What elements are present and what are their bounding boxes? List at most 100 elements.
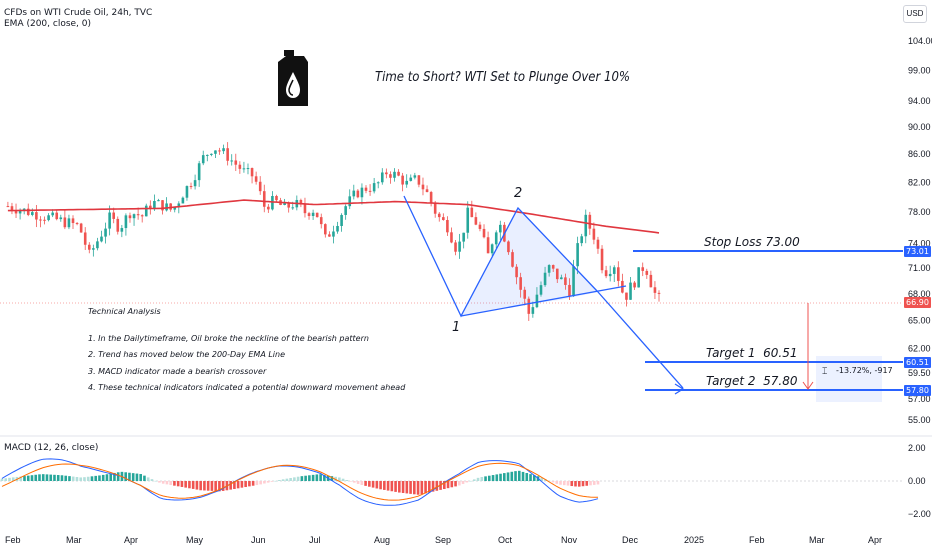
- macd-bar: [229, 481, 232, 490]
- macd-bar: [11, 477, 15, 481]
- projection-arrow[interactable]: [597, 291, 684, 389]
- pattern-drawing[interactable]: [403, 195, 685, 395]
- neckline[interactable]: [460, 285, 627, 317]
- macd-bar: [53, 474, 56, 481]
- macd-bar: [424, 481, 427, 494]
- macd-bar: [274, 480, 277, 482]
- measure-box[interactable]: [816, 356, 882, 402]
- candle-body: [490, 244, 494, 254]
- candle-body: [108, 212, 111, 229]
- macd-bar: [105, 474, 109, 481]
- macd-bar: [259, 481, 262, 485]
- candle-body: [498, 224, 502, 233]
- macd-bar: [266, 481, 270, 483]
- macd-bar: [506, 472, 510, 481]
- candle-body: [405, 180, 409, 185]
- macd-bar: [139, 474, 142, 481]
- time-tick-label: Nov: [561, 535, 578, 545]
- macd-bar: [311, 474, 315, 481]
- macd-bar: [435, 481, 439, 491]
- candle-body: [55, 212, 59, 220]
- price-axis: 104.00 99.00 94.00 90.00 86.00 82.00 78.00 74.0…: [908, 36, 932, 425]
- symbol-legend[interactable]: CFDs on WTI Crude Oil, 24h, TVC: [4, 8, 153, 18]
- candle-body: [124, 215, 128, 229]
- macd-bar: [562, 481, 566, 486]
- candle-body: [625, 292, 628, 300]
- candle-body: [226, 148, 229, 161]
- time-tick-label: Dec: [622, 535, 639, 545]
- candle-body: [104, 228, 107, 237]
- macd-bar: [199, 481, 202, 491]
- macd-bar: [71, 476, 75, 481]
- price-tick-label: 57.00: [908, 394, 931, 404]
- analysis-item: 2. Trend has moved below the 200-Day EMA…: [88, 350, 286, 359]
- candle-body: [230, 160, 234, 162]
- macd-bar: [465, 481, 469, 483]
- candle-body: [442, 217, 445, 220]
- macd-bar: [101, 474, 105, 481]
- macd-bar: [469, 480, 472, 482]
- candle-body: [580, 236, 583, 244]
- candle-body: [401, 175, 404, 185]
- candle-body: [234, 160, 238, 165]
- macd-bar: [495, 474, 499, 481]
- candle-body: [136, 214, 140, 216]
- candle-body: [35, 212, 38, 220]
- candle-body: [539, 285, 543, 295]
- macd-bar: [116, 472, 120, 481]
- candle-body: [47, 215, 50, 221]
- macd-bar: [308, 475, 311, 481]
- candle-body: [486, 237, 490, 254]
- candle-body: [328, 234, 331, 237]
- macd-bar: [315, 474, 319, 481]
- macd-bar: [499, 473, 502, 481]
- candle-body: [462, 232, 465, 242]
- macd-bar: [113, 472, 116, 481]
- macd-bar: [502, 473, 506, 481]
- macd-bar: [420, 481, 424, 495]
- currency-button[interactable]: USD: [903, 5, 927, 23]
- macd-bar: [30, 475, 34, 481]
- macd-bar: [281, 479, 285, 481]
- macd-tick-label: 2.00: [908, 443, 926, 453]
- macd-bar: [341, 478, 345, 481]
- macd-bar: [34, 474, 38, 481]
- target-1-label: Target 1 60.51: [706, 346, 798, 360]
- candle-body: [633, 282, 636, 288]
- candle-body: [482, 228, 486, 238]
- ema-legend[interactable]: EMA (200, close, 0): [4, 19, 92, 29]
- macd-bar: [570, 481, 574, 487]
- candle-body: [132, 214, 136, 219]
- macd-bar: [128, 472, 131, 481]
- candle-body: [511, 252, 514, 267]
- macd-bar: [124, 472, 127, 481]
- macd-bar: [176, 481, 180, 487]
- candle-body: [645, 270, 649, 275]
- candle-body: [144, 205, 148, 217]
- candle-body: [161, 200, 164, 211]
- candle-body: [657, 292, 661, 294]
- candle-body: [181, 197, 185, 204]
- macd-bar: [405, 481, 409, 494]
- candle-body: [535, 294, 539, 308]
- price-tick-label: 62.00: [908, 344, 931, 354]
- price-tick-label: 90.00: [908, 122, 931, 132]
- macd-bar: [23, 476, 26, 481]
- macd-legend[interactable]: MACD (12, 26, close): [4, 443, 99, 453]
- candle-body: [120, 228, 124, 232]
- macd-bar: [150, 479, 154, 481]
- candle-body: [185, 186, 189, 198]
- macd-bar: [56, 475, 60, 481]
- macd-bar: [360, 481, 364, 485]
- candle-body: [421, 184, 425, 190]
- macd-bar: [540, 477, 544, 481]
- macd-bar: [476, 477, 480, 481]
- macd-bar: [566, 481, 570, 486]
- candle-body: [332, 231, 335, 237]
- candle-body: [205, 154, 209, 156]
- macd-bar: [0, 478, 4, 481]
- pattern-zigzag[interactable]: [403, 195, 599, 318]
- macd-bar: [480, 477, 484, 481]
- candle-body: [470, 207, 474, 218]
